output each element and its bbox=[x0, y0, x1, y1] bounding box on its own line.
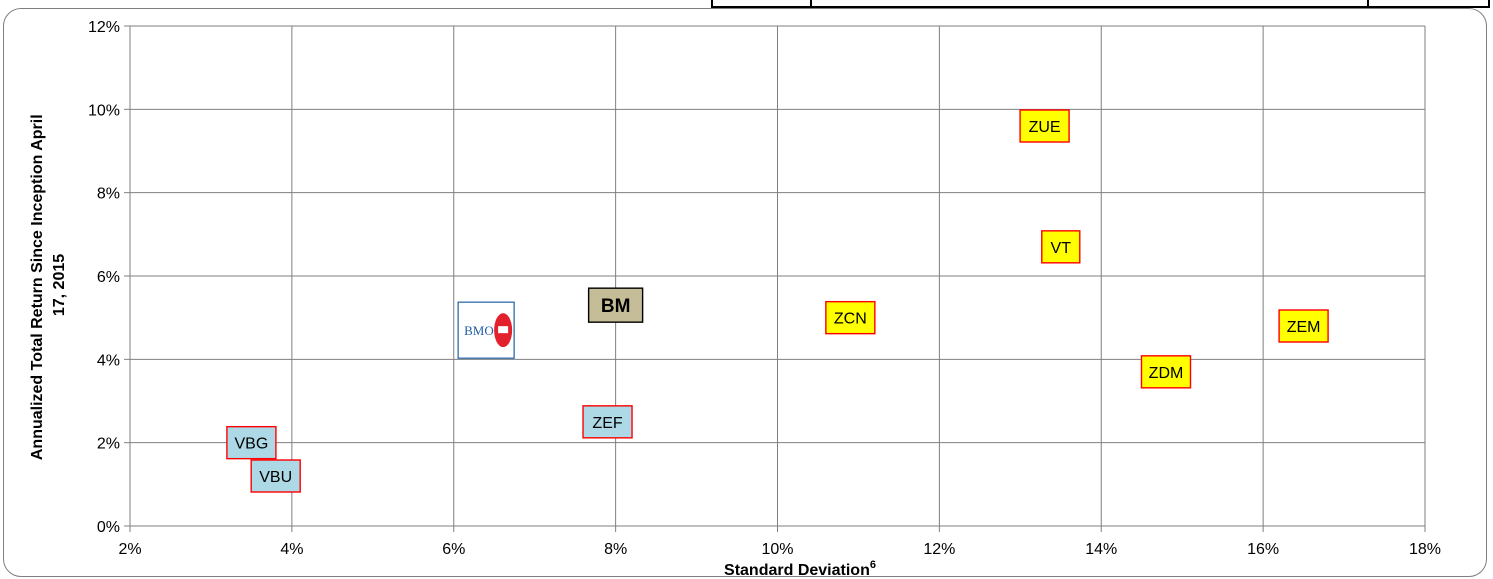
y-tick-label: 2% bbox=[97, 436, 120, 453]
x-tick-label: 16% bbox=[1247, 541, 1279, 558]
logo-text: BMO bbox=[464, 323, 494, 338]
data-point: ZUE bbox=[1019, 109, 1070, 143]
y-axis-label-line-1: Annualized Total Return Since Inception … bbox=[29, 114, 46, 460]
data-point-marker bbox=[226, 425, 277, 460]
data-point: VBG bbox=[226, 425, 277, 460]
data-point-marker bbox=[582, 405, 633, 439]
x-tick-label: 4% bbox=[280, 541, 303, 558]
x-tick-label: 14% bbox=[1085, 541, 1117, 558]
bmo-logo-icon: BMO bbox=[457, 301, 515, 359]
data-point-label: ZEM bbox=[1287, 319, 1321, 336]
table-divider bbox=[810, 0, 812, 8]
data-point-marker bbox=[1140, 355, 1192, 389]
y-axis-label-line-2: 17, 2015 bbox=[51, 254, 68, 316]
data-point-label: VBU bbox=[259, 469, 292, 486]
data-point: ZEM bbox=[1278, 309, 1329, 343]
x-axis-label: Standard Deviation6 bbox=[724, 559, 876, 579]
data-point-label: BM bbox=[601, 296, 631, 317]
data-point-marker bbox=[1019, 109, 1070, 143]
data-point-label: ZUE bbox=[1029, 119, 1061, 136]
table-divider bbox=[1367, 0, 1369, 8]
y-tick-label: 12% bbox=[88, 19, 120, 36]
data-point-label: VT bbox=[1051, 240, 1072, 257]
grid-layer bbox=[129, 25, 1426, 527]
data-point-label: ZCN bbox=[834, 311, 867, 328]
x-axis-label-superscript: 6 bbox=[870, 559, 876, 571]
data-point: VT bbox=[1041, 230, 1081, 264]
data-point-marker bbox=[1041, 230, 1081, 264]
chart-frame bbox=[3, 8, 1487, 577]
data-point-marker bbox=[250, 459, 301, 493]
y-axis-label: Annualized Total Return Since Inception … bbox=[29, 110, 68, 460]
y-tick-label: 8% bbox=[97, 186, 120, 203]
y-tick-label: 0% bbox=[97, 519, 120, 536]
data-point: ZEF bbox=[582, 405, 633, 439]
data-point-label: VBG bbox=[235, 436, 269, 453]
data-point: BM bbox=[587, 287, 644, 323]
data-point: VBU bbox=[250, 459, 301, 493]
tick-layer: 0% 2% 4% 6% 8% 10% 12% 2% 4% 6% 8% 10% 12% 14% 16% 18% bbox=[88, 19, 1441, 558]
data-point: ZDM bbox=[1140, 355, 1192, 389]
y-tick-label: 10% bbox=[88, 102, 120, 119]
axis-titles: Annualized Total Return Since Inception … bbox=[29, 110, 876, 579]
y-tick-label: 4% bbox=[97, 352, 120, 369]
x-tick-label: 10% bbox=[761, 541, 793, 558]
x-tick-label: 12% bbox=[923, 541, 955, 558]
x-axis-label-text: Standard Deviation bbox=[724, 562, 870, 579]
data-point-marker bbox=[825, 300, 876, 335]
x-tick-label: 18% bbox=[1409, 541, 1441, 558]
top-table-edge bbox=[711, 0, 1490, 8]
data-point-label: ZDM bbox=[1149, 365, 1184, 382]
data-point-label: ZEF bbox=[592, 415, 622, 432]
logo-mark bbox=[498, 326, 509, 334]
x-tick-label: 2% bbox=[118, 541, 141, 558]
data-point: ZCN bbox=[825, 300, 876, 335]
x-tick-label: 8% bbox=[604, 541, 627, 558]
data-points: VBG VBU ZEF BMO BM ZCN ZUE VT ZDM ZEM bbox=[226, 109, 1329, 493]
data-point-marker bbox=[587, 287, 644, 323]
x-tick-label: 6% bbox=[442, 541, 465, 558]
y-tick-label: 6% bbox=[97, 269, 120, 286]
data-point-marker bbox=[1278, 309, 1329, 343]
